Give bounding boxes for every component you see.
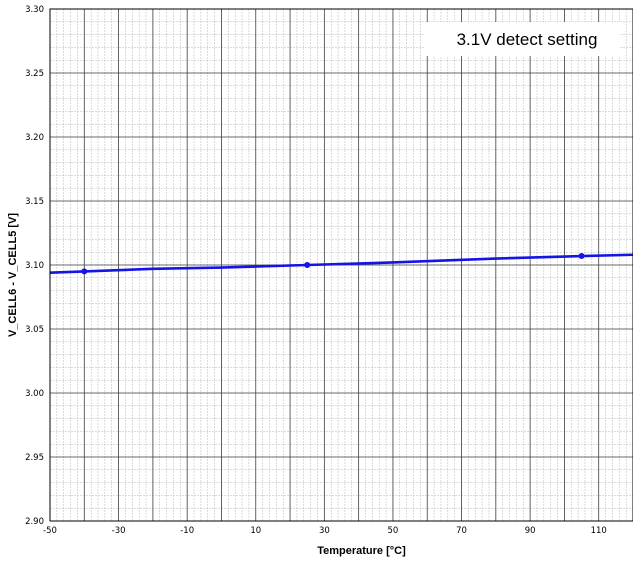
y-tick-labels: 2.90 2.95 3.00 3.05 3.10 3.15 3.20 3.25 3.30 [25,5,44,527]
data-point [304,262,311,268]
y-tick-label: 2.90 [25,517,44,527]
plot-border [49,8,633,522]
annotation-text: 3.1V detect setting [457,30,598,49]
x-tick-label: 30 [319,526,330,536]
x-tick-labels: -50 -30 -10 10 30 50 70 90 110 [43,526,607,536]
y-axis-label: V_CELL6 - V_CELL5 [V] [7,213,19,337]
x-tick-label: 10 [250,526,261,536]
annotation-box [425,22,620,56]
y-tick-label: 3.25 [25,69,44,79]
x-tick-label: -50 [43,526,57,536]
y-tick-label: 2.95 [25,453,44,463]
y-tick-label: 3.15 [25,197,44,207]
series-layer [49,253,633,275]
y-tick-label: 3.00 [25,389,44,399]
y-tick-label: 3.05 [25,325,44,335]
data-point [578,253,585,260]
x-tick-label: 70 [456,526,467,536]
x-tick-label: 110 [591,526,607,536]
x-tick-label: 90 [525,526,536,536]
y-tick-label: 3.20 [25,133,44,143]
y-tick-label: 3.10 [25,261,44,271]
y-tick-label: 3.30 [25,5,44,15]
x-tick-label: -10 [180,526,194,536]
data-point [81,268,88,275]
series-line [49,253,633,274]
x-axis-label: Temperature [°C] [317,545,406,557]
x-tick-label: -30 [112,526,126,536]
x-tick-label: 50 [388,526,399,536]
